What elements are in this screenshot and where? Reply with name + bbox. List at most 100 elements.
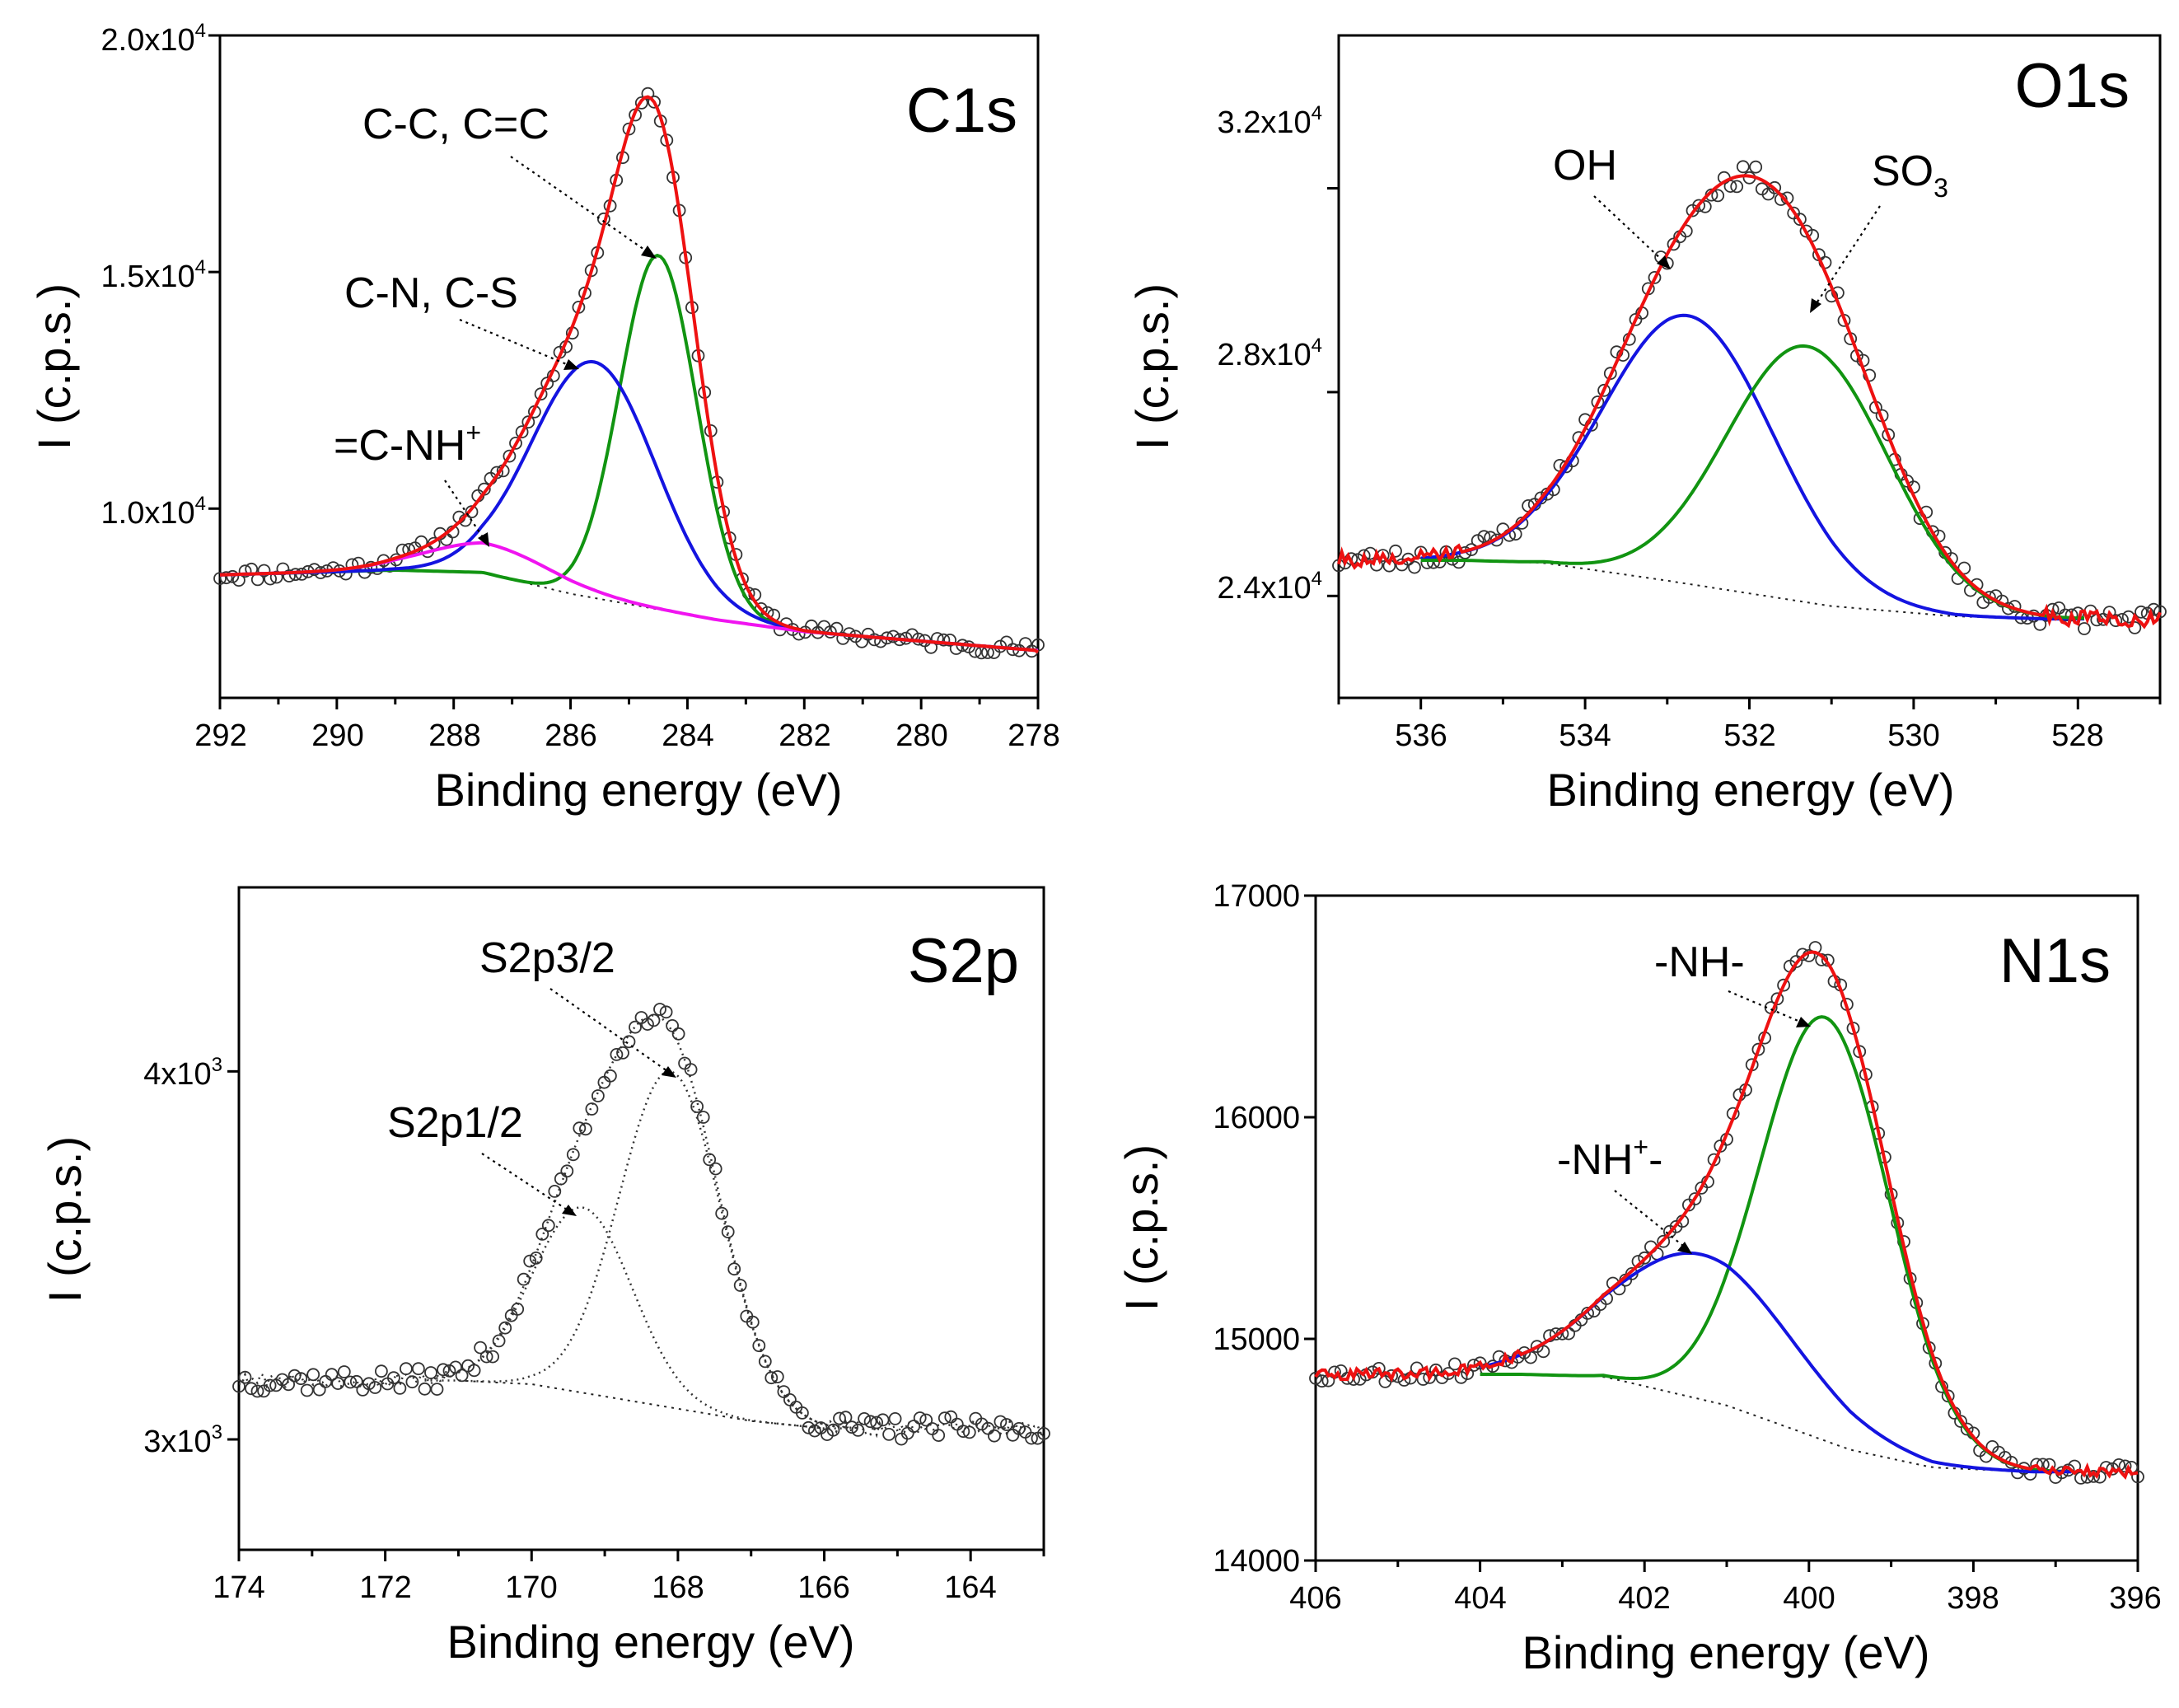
n1s-background-line [1521, 1373, 2032, 1473]
c1s-x-tick-label: 290 [311, 718, 363, 753]
n1s-data-point [1435, 1371, 1449, 1384]
c1s-x-tick-label: 282 [779, 718, 830, 753]
c1s-x-tick-label: 292 [194, 718, 246, 753]
o1s-annotations: OH SO3 [1553, 142, 1948, 313]
o1s-x-tick-label: 528 [2051, 718, 2103, 753]
o1s-data-point [1882, 428, 1896, 442]
s2p-x-axis-title: Binding energy (eV) [447, 1616, 855, 1668]
c1s-data-point [634, 96, 648, 110]
s2p-data-point [245, 1382, 258, 1396]
o1s-annotation-oh: OH [1553, 142, 1617, 190]
c1s-annotation-cnh-sup: + [465, 418, 481, 447]
c1s-data-point [503, 449, 517, 463]
s2p-data-point [455, 1369, 469, 1383]
c1s-annotation-cnh: =C-NH+ [334, 418, 481, 470]
o1s-y-tick-label: 2.8x104 [1218, 335, 1322, 372]
n1s-data-point [1751, 1042, 1765, 1056]
c1s-data-point [283, 569, 296, 583]
c1s-annotation-cnh-text: =C-NH [334, 422, 465, 470]
s2p-data-point [721, 1225, 735, 1238]
n1s-data-point [1688, 1192, 1702, 1205]
c1s-panel-title: C1s [906, 76, 1017, 146]
o1s-data-point [1793, 213, 1807, 227]
s2p-data-point [770, 1370, 784, 1383]
o1s-data-point [2153, 605, 2167, 619]
c1s-data-point [521, 415, 535, 429]
c1s-data-point [257, 564, 271, 578]
s2p-data-point [913, 1411, 927, 1425]
s2p-panel-title: S2p [908, 926, 1019, 996]
s2p-data-point [684, 1063, 698, 1076]
o1s-panel-title: O1s [2015, 51, 2130, 121]
s2p-leader-s2p12 [481, 1153, 568, 1210]
n1s-data-point [1423, 1371, 1437, 1384]
n1s-y-tick-label: 14000 [1213, 1544, 1300, 1579]
s2p-data-point [306, 1368, 320, 1382]
o1s-data-point [1370, 558, 1383, 572]
s2p-y-tick-label: 4x103 [143, 1054, 222, 1092]
s2p-data-point [708, 1162, 722, 1176]
s2p-data-point [666, 1019, 679, 1032]
o1s-background-line [1461, 559, 2046, 620]
s2p-data-point [597, 1075, 611, 1089]
s2p-data [232, 1003, 1050, 1446]
s2p-y-tick-label: 3x103 [143, 1421, 222, 1459]
s2p-data-point [622, 1035, 636, 1049]
s2p-data-point [671, 1027, 685, 1041]
s2p-data-point [1006, 1428, 1020, 1442]
s2p-data-point [956, 1425, 970, 1439]
n1s-y-tick-label: 17000 [1213, 879, 1300, 914]
s2p-data-point [386, 1371, 400, 1385]
s2p-data-point [882, 1428, 895, 1441]
o1s-data-point [1711, 189, 1725, 203]
n1s-annotation-nhplus-text: -NH [1557, 1136, 1633, 1184]
s2p-data-point [796, 1406, 809, 1420]
n1s-x-tick-label: 404 [1454, 1581, 1506, 1616]
o1s-data-point [1591, 395, 1605, 409]
s2p-data-point [250, 1384, 264, 1398]
n1s-data-point [1960, 1422, 1974, 1436]
n1s-data-point [1536, 1345, 1550, 1359]
s2p-data-point [604, 1069, 617, 1083]
c1s-tick-marks [208, 34, 1040, 709]
c1s-arrowhead-cn [563, 359, 579, 370]
s2p-data-point [368, 1381, 382, 1394]
o1s-data-point [1749, 160, 1763, 174]
s2p-data-point [1000, 1418, 1013, 1431]
c1s-envelope-line [219, 95, 1040, 654]
s2p-data-point [337, 1365, 351, 1378]
panel-o1s: 536 534 532 530 528 2.4x104 2.8x104 3.2x… [1126, 34, 2167, 816]
o1s-annotation-so3-text: SO [1872, 147, 1934, 195]
s2p-data-point [319, 1374, 333, 1388]
n1s-annotation-nhplus-suffix: - [1648, 1136, 1662, 1184]
c1s-data-point [465, 505, 479, 519]
n1s-data-point [1549, 1327, 1563, 1341]
o1s-x-tick-label: 532 [1723, 718, 1775, 753]
s2p-data-point [783, 1393, 797, 1406]
n1s-data-point [1777, 978, 1791, 992]
c1s-x-tick-label: 278 [1008, 718, 1059, 753]
s2p-data-point [653, 1003, 666, 1016]
c1s-data-point [930, 632, 944, 645]
o1s-data-point [1736, 160, 1750, 174]
n1s-y-tick-label: 16000 [1213, 1101, 1300, 1135]
s2p-data-point [474, 1341, 487, 1355]
s2p-data-point [554, 1172, 568, 1186]
c1s-leader-cnh [444, 480, 484, 538]
s2p-data-point [492, 1334, 506, 1348]
c1s-background-line [219, 569, 1039, 652]
n1s-data [1309, 941, 2144, 1485]
s2p-data-point [610, 1048, 624, 1061]
o1s-y-tick-label: 2.4x104 [1218, 568, 1322, 606]
o1s-data-point [1452, 555, 1466, 569]
c1s-x-tick-labels: 292 290 288 286 284 282 280 278 [194, 718, 1059, 753]
s2p-data-point [851, 1424, 865, 1437]
o1s-data-point [1357, 549, 1371, 563]
o1s-data-point [1730, 180, 1744, 194]
s2p-data-point [263, 1378, 277, 1392]
s2p-data-point [752, 1339, 766, 1353]
n1s-data-point [1309, 1371, 1322, 1385]
o1s-x-tick-label: 530 [1887, 718, 1939, 753]
o1s-data-point [1648, 270, 1662, 284]
n1s-x-tick-label: 402 [1618, 1581, 1670, 1616]
